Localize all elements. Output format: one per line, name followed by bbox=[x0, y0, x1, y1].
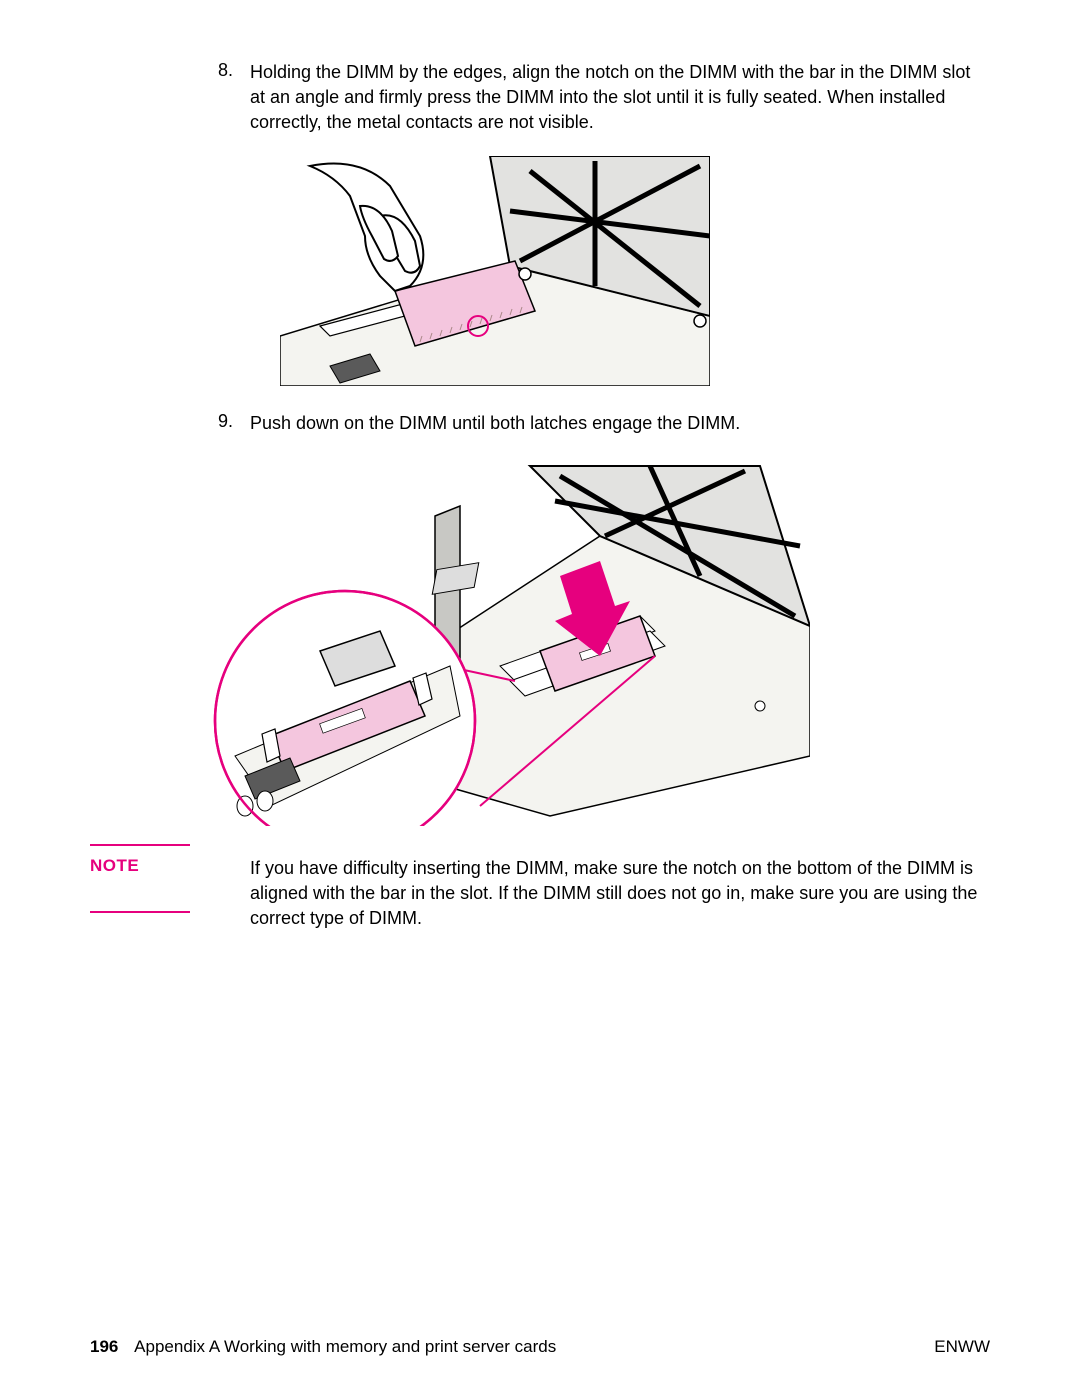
step-number: 8. bbox=[218, 60, 233, 81]
footer-title: Appendix A Working with memory and print… bbox=[134, 1337, 556, 1356]
footer-left: 196 Appendix A Working with memory and p… bbox=[90, 1337, 556, 1357]
step-8: 8. Holding the DIMM by the edges, align … bbox=[250, 60, 990, 136]
footer-lang: ENWW bbox=[934, 1337, 990, 1357]
note-text: If you have difficulty inserting the DIM… bbox=[250, 856, 990, 932]
note-rule bbox=[90, 911, 190, 913]
step-text: Push down on the DIMM until both latches… bbox=[250, 411, 990, 436]
step-text: Holding the DIMM by the edges, align the… bbox=[250, 60, 990, 136]
page-footer: 196 Appendix A Working with memory and p… bbox=[90, 1337, 990, 1357]
step-9: 9. Push down on the DIMM until both latc… bbox=[250, 411, 990, 436]
page-number: 196 bbox=[90, 1337, 118, 1356]
figure-step-9 bbox=[200, 456, 990, 826]
note-rule bbox=[90, 844, 190, 846]
note-block: NOTE If you have difficulty inserting th… bbox=[250, 856, 990, 932]
figure-step-8 bbox=[280, 156, 990, 386]
note-label: NOTE bbox=[90, 856, 139, 876]
step-number: 9. bbox=[218, 411, 233, 432]
